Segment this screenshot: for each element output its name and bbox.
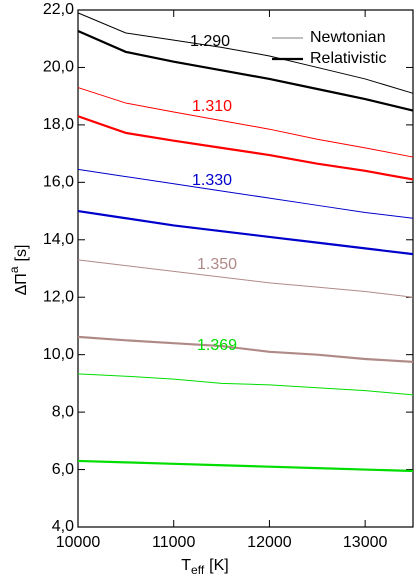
mass-label: 1.369 — [197, 337, 237, 354]
y-tick-label: 18,0 — [43, 116, 74, 133]
relativistic-line — [77, 335, 414, 363]
legend-label: Relativistic — [310, 50, 386, 67]
newtonian-line — [77, 259, 414, 298]
y-label-unit: [s] — [13, 245, 30, 262]
x-label-sub: eff — [191, 563, 205, 577]
y-tick-label: 14,0 — [43, 231, 74, 248]
x-axis-label: Teff [K] — [181, 557, 228, 577]
y-tick-label: 6,0 — [52, 461, 74, 478]
x-label-main: T — [181, 557, 191, 574]
y-label-main: ΔΠ — [13, 273, 30, 295]
newtonian-line — [77, 87, 414, 158]
plot-frame — [77, 9, 414, 528]
y-label-sup: a — [7, 266, 21, 273]
newtonian-line — [77, 373, 414, 396]
relativistic-line — [77, 115, 414, 181]
y-tick-label: 8,0 — [52, 403, 74, 420]
x-tick-label: 11000 — [152, 534, 195, 551]
x-tick-label: 13000 — [343, 534, 388, 551]
mass-label: 1.310 — [192, 98, 232, 115]
legend-label: Newtonian — [310, 29, 386, 46]
newtonian-line — [77, 168, 414, 219]
y-tick-label: 12,0 — [43, 288, 74, 305]
newtonian-line — [77, 12, 414, 94]
mass-label: 1.350 — [197, 256, 237, 273]
x-tick-label: 12000 — [247, 534, 292, 551]
x-label-unit: [K] — [209, 557, 229, 574]
mass-label: 1.290 — [190, 33, 230, 50]
relativistic-line — [77, 29, 414, 112]
x-tick-label: 10000 — [56, 534, 101, 551]
y-tick-label: 16,0 — [43, 174, 74, 191]
relativistic-line — [77, 209, 414, 256]
mass-label: 1.330 — [192, 172, 232, 189]
y-axis-label: ΔΠa [s] — [7, 245, 30, 296]
y-tick-label: 20,0 — [43, 59, 74, 76]
y-tick-label: 10,0 — [43, 346, 74, 363]
y-tick-label: 4,0 — [52, 518, 74, 535]
y-tick-label: 22,0 — [43, 1, 74, 18]
relativistic-line — [77, 459, 414, 473]
